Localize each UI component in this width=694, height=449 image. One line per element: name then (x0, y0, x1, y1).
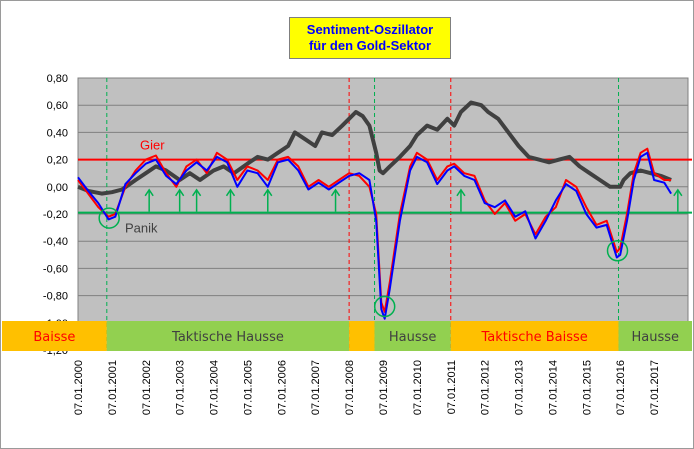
panic-circle (373, 295, 396, 318)
x-tick-label: 07.01.2009 (378, 360, 390, 415)
buy-arrow-head (330, 188, 341, 197)
phase-band (374, 321, 451, 351)
y-tick-label: -0,20 (43, 209, 68, 221)
x-tick-label: 07.01.2007 (310, 360, 322, 415)
phase-band (349, 321, 375, 351)
buy-arrow-head (191, 188, 202, 197)
phase-label: Taktische Hausse (171, 330, 284, 345)
y-tick-label: 0,80 (47, 73, 68, 85)
x-tick-label: 07.01.2013 (514, 360, 526, 415)
y-tick-label: -0,80 (43, 291, 68, 303)
x-tick-label: 07.01.2005 (242, 360, 254, 415)
chart-title-line-1: Sentiment-Oszillator (306, 22, 434, 37)
y-tick-label: 0,20 (47, 155, 68, 167)
x-tick-label: 07.01.2000 (73, 360, 85, 415)
panic-circle (98, 207, 120, 229)
y-tick-label: -0,60 (43, 263, 68, 275)
x-tick-label: 07.01.2010 (412, 360, 424, 415)
phase-band (2, 321, 107, 351)
buy-arrow-head (673, 188, 683, 197)
x-tick-label: 07.01.2015 (581, 360, 593, 415)
phase-band (450, 321, 619, 351)
buy-arrow-head (144, 188, 154, 197)
phase-label: Hausse (631, 330, 679, 345)
chart-title: Sentiment-Oszillator für den Gold-Sektor (289, 17, 451, 59)
x-tick-label: 07.01.2012 (480, 360, 492, 415)
gier-label: Gier (140, 138, 165, 153)
x-tick-label: 07.01.2016 (615, 360, 627, 415)
series-line (77, 100, 672, 196)
chart-title-line-2: für den Gold-Sektor (308, 38, 432, 53)
x-tick-label: 07.01.2017 (649, 360, 661, 415)
y-tick-label: -0,40 (43, 236, 68, 248)
x-tick-label: 07.01.2002 (141, 360, 153, 415)
x-tick-label: 07.01.2006 (276, 360, 288, 415)
panic-circle (606, 239, 629, 262)
buy-arrow-head (456, 188, 466, 197)
x-tick-label: 07.01.2011 (446, 360, 458, 414)
phase-band (618, 321, 692, 351)
x-tick-label: 07.01.2014 (547, 360, 559, 415)
x-tick-label: 07.01.2001 (107, 360, 119, 415)
x-tick-label: 07.01.2008 (344, 360, 356, 415)
phase-label: Baisse (33, 330, 75, 345)
phase-label: Taktische Baisse (480, 330, 587, 345)
phase-label: Hausse (389, 330, 437, 345)
x-tick-label: 07.01.2003 (175, 360, 187, 415)
series-line (77, 151, 672, 320)
panik-label: Panik (125, 221, 158, 236)
buy-arrow-head (263, 188, 273, 197)
y-tick-label: 0,40 (47, 127, 68, 139)
phase-band (106, 321, 350, 351)
x-tick-label: 07.01.2004 (209, 360, 221, 415)
buy-arrow-head (225, 188, 236, 197)
y-tick-label: 0,00 (47, 182, 68, 194)
series-line (77, 147, 672, 313)
y-tick-label: 0,60 (47, 100, 68, 112)
buy-arrow-head (175, 188, 185, 197)
